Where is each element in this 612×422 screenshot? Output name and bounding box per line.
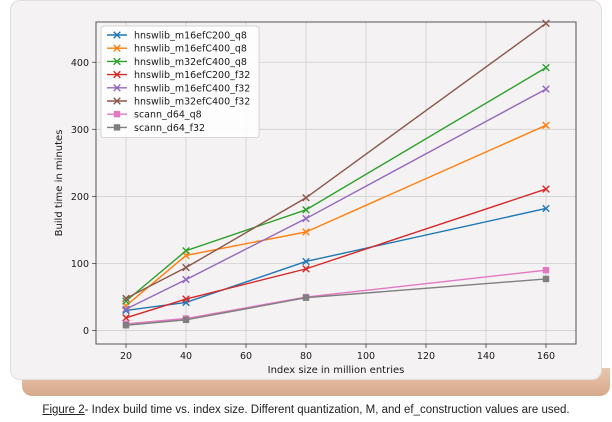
data-point [542,19,550,28]
y-tick-label: 300 [71,125,89,136]
legend-entry: hnswlib_m16efC200_q8 [107,31,247,42]
data-point [113,111,121,118]
data-point [542,85,550,93]
data-point [302,265,310,273]
plot-frame [95,21,577,345]
series-scann_d64_f32 [122,275,550,329]
y-tick-label: 0 [83,326,89,337]
series-line [125,269,547,325]
data-point [302,193,310,202]
legend-entry: hnswlib_m32efC400_f32 [107,97,250,108]
data-point [113,84,121,92]
series-hnswlib_m16efC200_q8 [122,204,550,315]
y-tick-label: 200 [71,192,89,203]
data-point [542,185,550,193]
data-point [113,31,121,39]
data-point [542,267,550,274]
legend-entry: scann_d64_q8 [107,110,202,121]
legend: hnswlib_m16efC200_q8 hnswlib_m16efC400_q8… [100,25,260,138]
data-point [113,44,121,52]
legend-entry: hnswlib_m32efC400_q8 [107,57,247,68]
series-line [125,124,547,307]
series-hnswlib_m16efC200_f32 [122,185,550,322]
series-line [125,88,547,310]
data-point [122,322,130,329]
data-point [182,263,190,272]
build-time-chart: 20 40 60 80 100 120 140 160 0 100 200 300 400 hnswli… [54,19,577,376]
data-point [113,57,121,66]
y-tick-label: 100 [71,259,89,270]
series-line [125,22,547,300]
legend-label: hnswlib_m16efC200_f32 [134,70,250,81]
legend-box [100,25,260,138]
legend-entry: hnswlib_m16efC400_f32 [107,83,250,94]
data-point [182,316,190,324]
series-lines [122,19,550,329]
series-hnswlib_m32efC400_q8 [122,63,550,305]
x-tick-label: 40 [180,351,192,362]
series-line [125,207,547,312]
data-point [542,121,550,130]
figure-caption: Figure 2- Index build time vs. index siz… [0,404,612,416]
data-point [182,295,190,303]
x-tick-label: 80 [300,351,312,362]
legend-label: hnswlib_m16efC400_f32 [134,83,250,94]
series-line [125,67,547,302]
data-point [302,294,310,301]
legend-label: hnswlib_m16efC400_q8 [134,44,247,55]
caption-text: - Index build time vs. index size. Diffe… [84,404,570,416]
legend-label: hnswlib_m16efC200_q8 [134,31,247,42]
series-line [125,188,547,319]
data-point [113,124,121,131]
data-point [113,70,121,79]
data-point [182,246,190,255]
legend-entry: hnswlib_m16efC200_f32 [107,70,250,81]
axis-ticks: 20 40 60 80 100 120 140 160 0 100 200 300 400 [71,58,555,362]
data-point [542,63,550,72]
series-hnswlib_m16efC400_f32 [122,85,550,313]
data-point [122,294,130,303]
data-point [302,214,310,223]
x-tick-label: 100 [357,351,375,362]
data-point [542,275,550,283]
legend-entry: hnswlib_m16efC400_q8 [107,44,247,55]
y-axis-title: Build time in minutes [54,130,65,237]
legend-entry: scann_d64_f32 [107,123,205,134]
legend-label: hnswlib_m32efC400_q8 [134,57,247,68]
y-tick-label: 400 [71,58,89,69]
data-point [122,305,130,313]
x-tick-label: 140 [477,351,495,362]
data-point [302,228,310,236]
x-tick-label: 60 [240,351,252,362]
data-point [302,257,310,266]
data-point [302,206,310,214]
x-tick-label: 160 [537,351,555,362]
data-point [122,314,130,322]
legend-label: hnswlib_m32efC400_f32 [134,97,250,108]
series-hnswlib_m32efC400_f32 [122,19,550,303]
x-axis-title: Index size in million entries [268,365,405,376]
legend-label: scann_d64_q8 [134,110,202,121]
data-point [542,204,550,213]
figure-label-link[interactable]: Figure 2 [42,404,85,416]
series-hnswlib_m16efC400_q8 [122,121,550,310]
x-tick-label: 120 [417,351,435,362]
data-point [113,97,121,105]
data-point [122,297,130,305]
legend-label: scann_d64_f32 [134,123,205,134]
series-line [125,278,547,326]
x-tick-label: 20 [120,351,132,362]
data-point [182,275,190,284]
